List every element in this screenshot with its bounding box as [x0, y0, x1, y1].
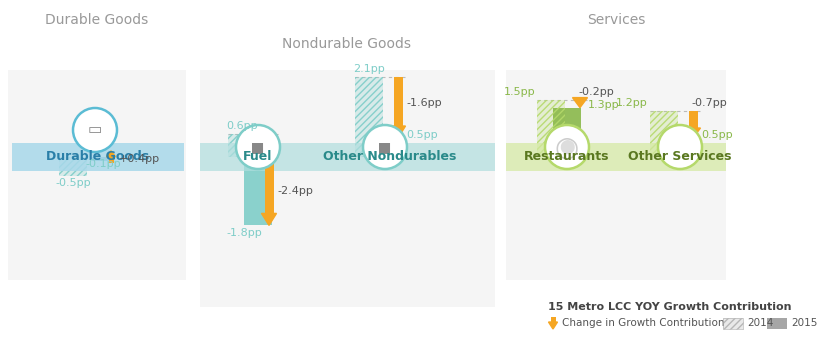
Bar	[537, 100, 565, 157]
Text: -0.7pp: -0.7pp	[691, 98, 727, 108]
Text: Durable Goods: Durable Goods	[46, 151, 150, 164]
Bar	[264, 134, 273, 214]
Bar	[8, 70, 186, 280]
Text: 1.2pp: 1.2pp	[616, 98, 648, 108]
Polygon shape	[548, 322, 558, 329]
Bar	[228, 134, 256, 157]
Bar	[650, 111, 678, 157]
Circle shape	[658, 125, 702, 169]
Bar	[59, 157, 87, 176]
Text: 2014: 2014	[747, 318, 773, 328]
Bar	[200, 143, 495, 171]
Text: 1.3pp: 1.3pp	[588, 100, 620, 110]
Polygon shape	[262, 214, 277, 226]
Text: -0.1pp: -0.1pp	[85, 159, 121, 169]
Bar	[506, 143, 726, 171]
Bar	[576, 98, 585, 100]
Text: 0.5pp: 0.5pp	[406, 130, 438, 140]
Bar	[767, 318, 787, 329]
Circle shape	[363, 125, 407, 169]
Circle shape	[545, 125, 589, 169]
Bar	[550, 317, 556, 322]
Text: -0.2pp: -0.2pp	[578, 87, 614, 97]
Text: ▪: ▪	[377, 137, 392, 157]
Text: -1.8pp: -1.8pp	[226, 228, 262, 239]
Text: -0.5pp: -0.5pp	[55, 178, 91, 188]
Bar	[92, 157, 114, 161]
Bar	[666, 138, 694, 157]
Bar	[355, 77, 383, 157]
Bar	[200, 70, 495, 307]
Polygon shape	[686, 128, 700, 138]
Text: 0.5pp: 0.5pp	[701, 130, 733, 140]
Text: Other Services: Other Services	[629, 151, 732, 164]
Bar	[244, 157, 272, 226]
Bar	[393, 77, 402, 126]
Bar	[108, 157, 113, 163]
Polygon shape	[391, 126, 406, 138]
Bar	[12, 143, 184, 171]
Text: 1.5pp: 1.5pp	[503, 87, 535, 97]
Circle shape	[236, 125, 280, 169]
Text: ○: ○	[555, 133, 579, 161]
Text: -2.4pp: -2.4pp	[277, 186, 313, 196]
Text: Durable Goods: Durable Goods	[45, 13, 149, 27]
Text: ▭: ▭	[88, 122, 102, 138]
Text: Fuel: Fuel	[244, 151, 273, 164]
Circle shape	[73, 108, 117, 152]
Bar	[371, 138, 399, 157]
Bar	[723, 318, 743, 329]
Bar	[650, 111, 678, 157]
Bar	[59, 157, 87, 176]
Text: 0.6pp: 0.6pp	[226, 121, 258, 131]
Bar	[553, 108, 581, 157]
Bar	[537, 100, 565, 157]
Polygon shape	[572, 98, 587, 108]
Text: ▪: ▪	[250, 137, 266, 157]
Text: Nondurable Goods: Nondurable Goods	[282, 37, 411, 51]
Bar	[723, 318, 743, 329]
Text: 2.1pp: 2.1pp	[353, 64, 385, 74]
Text: 2015: 2015	[791, 318, 818, 328]
Text: Change in Growth Contribution: Change in Growth Contribution	[562, 318, 724, 328]
Text: ⬤: ⬤	[559, 140, 575, 154]
Text: +0.4pp: +0.4pp	[119, 154, 160, 164]
Text: 15 Metro LCC YOY Growth Contribution: 15 Metro LCC YOY Growth Contribution	[548, 302, 791, 312]
Text: Other Nondurables: Other Nondurables	[323, 151, 457, 164]
Bar	[355, 77, 383, 157]
Text: Services: Services	[586, 13, 645, 27]
Text: Restaurants: Restaurants	[525, 151, 610, 164]
Bar	[228, 134, 256, 157]
Text: -1.6pp: -1.6pp	[406, 98, 442, 108]
Polygon shape	[107, 151, 116, 157]
Bar	[689, 111, 697, 128]
Bar	[506, 70, 726, 280]
